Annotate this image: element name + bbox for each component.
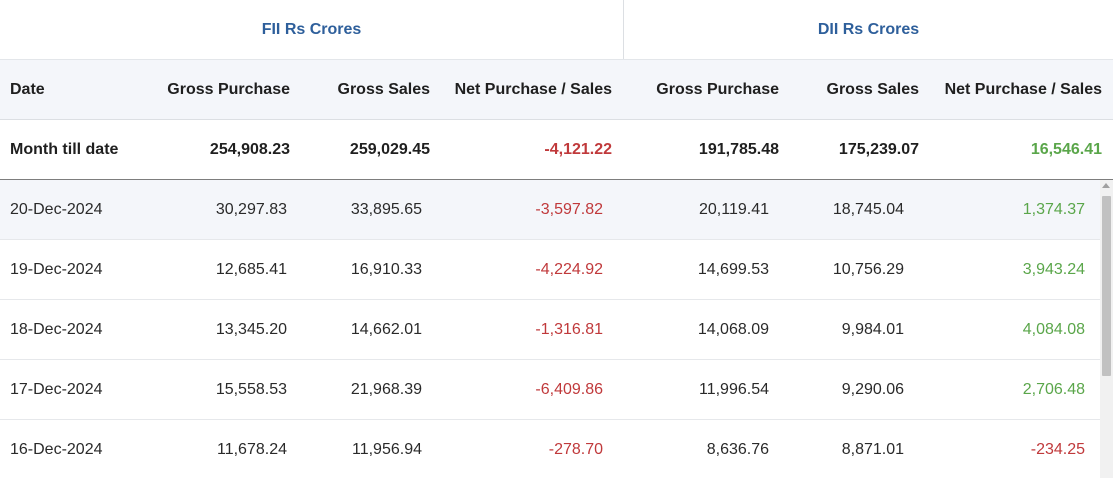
row-date: 17-Dec-2024: [10, 380, 103, 398]
row-fii-gross-purchase: 12,685.41: [215, 260, 287, 278]
mtd-dii-net: 16,546.41: [1030, 140, 1102, 158]
row-fii-gross-sales: 33,895.65: [350, 200, 422, 218]
mtd-dii-gross-purchase: 191,785.48: [698, 140, 779, 158]
scroll-up-arrow-icon[interactable]: [1102, 183, 1110, 188]
row-fii-net: -1,316.81: [535, 320, 603, 338]
table-body: 20-Dec-2024 30,297.83 33,895.65 -3,597.8…: [0, 180, 1100, 478]
row-fii-net: -278.70: [548, 440, 603, 458]
table-row[interactable]: 16-Dec-2024 11,678.24 11,956.94 -278.70 …: [0, 420, 1100, 478]
mtd-fii-gross-purchase: 254,908.23: [209, 140, 290, 158]
row-fii-gross-purchase: 15,558.53: [215, 380, 287, 398]
row-date: 18-Dec-2024: [10, 320, 103, 338]
group-header-row: FII Rs Crores DII Rs Crores: [0, 0, 1113, 60]
mtd-fii-net: -4,121.22: [544, 140, 612, 158]
row-fii-gross-purchase: 11,678.24: [217, 440, 287, 458]
row-dii-net: 2,706.48: [1022, 380, 1085, 398]
mtd-dii-gross-sales: 175,239.07: [838, 140, 919, 158]
row-fii-net: -6,409.86: [535, 380, 603, 398]
table-row[interactable]: 18-Dec-2024 13,345.20 14,662.01 -1,316.8…: [0, 300, 1100, 360]
row-fii-gross-purchase: 13,345.20: [215, 320, 287, 338]
row-fii-gross-sales: 14,662.01: [350, 320, 422, 338]
scrollbar-thumb[interactable]: [1102, 196, 1111, 376]
row-fii-gross-sales: 11,956.94: [352, 440, 422, 458]
col-header-dii-net[interactable]: Net Purchase / Sales: [944, 80, 1102, 98]
vertical-scrollbar[interactable]: [1100, 180, 1113, 478]
row-fii-net: -3,597.82: [535, 200, 603, 218]
dii-group-header: DII Rs Crores: [817, 20, 920, 38]
row-fii-gross-sales: 16,910.33: [350, 260, 422, 278]
row-dii-gross-sales: 8,871.01: [841, 440, 904, 458]
column-header-row: Date Gross Purchase Gross Sales Net Purc…: [0, 60, 1113, 120]
row-date: 20-Dec-2024: [10, 200, 103, 218]
row-dii-gross-sales: 9,290.06: [841, 380, 904, 398]
row-dii-gross-sales: 10,756.29: [832, 260, 904, 278]
row-dii-gross-sales: 9,984.01: [841, 320, 904, 338]
row-dii-gross-purchase: 20,119.41: [699, 200, 769, 218]
row-fii-gross-sales: 21,968.39: [350, 380, 422, 398]
row-dii-net: -234.25: [1030, 440, 1085, 458]
row-date: 16-Dec-2024: [10, 440, 103, 458]
table-row[interactable]: 17-Dec-2024 15,558.53 21,968.39 -6,409.8…: [0, 360, 1100, 420]
row-dii-gross-sales: 18,745.04: [832, 200, 904, 218]
col-header-fii-gross-sales[interactable]: Gross Sales: [337, 80, 431, 98]
row-fii-net: -4,224.92: [535, 260, 603, 278]
table-row[interactable]: 19-Dec-2024 12,685.41 16,910.33 -4,224.9…: [0, 240, 1100, 300]
col-header-dii-gross-purchase[interactable]: Gross Purchase: [656, 80, 779, 98]
col-header-fii-net[interactable]: Net Purchase / Sales: [454, 80, 612, 98]
row-dii-net: 4,084.08: [1022, 320, 1085, 338]
row-dii-net: 1,374.37: [1022, 200, 1085, 218]
col-header-date[interactable]: Date: [10, 80, 45, 98]
col-header-dii-gross-sales[interactable]: Gross Sales: [826, 80, 920, 98]
col-header-fii-gross-purchase[interactable]: Gross Purchase: [167, 80, 290, 98]
fii-group-header: FII Rs Crores: [0, 0, 624, 59]
row-dii-gross-purchase: 14,699.53: [697, 260, 769, 278]
mtd-fii-gross-sales: 259,029.45: [349, 140, 430, 158]
row-dii-gross-purchase: 8,636.76: [706, 440, 769, 458]
month-till-date-row: Month till date 254,908.23 259,029.45 -4…: [0, 120, 1113, 180]
row-fii-gross-purchase: 30,297.83: [215, 200, 287, 218]
row-dii-net: 3,943.24: [1022, 260, 1085, 278]
row-dii-gross-purchase: 14,068.09: [697, 320, 769, 338]
mtd-label: Month till date: [10, 140, 119, 158]
table-row[interactable]: 20-Dec-2024 30,297.83 33,895.65 -3,597.8…: [0, 180, 1100, 240]
row-date: 19-Dec-2024: [10, 260, 103, 278]
row-dii-gross-purchase: 11,996.54: [699, 380, 769, 398]
